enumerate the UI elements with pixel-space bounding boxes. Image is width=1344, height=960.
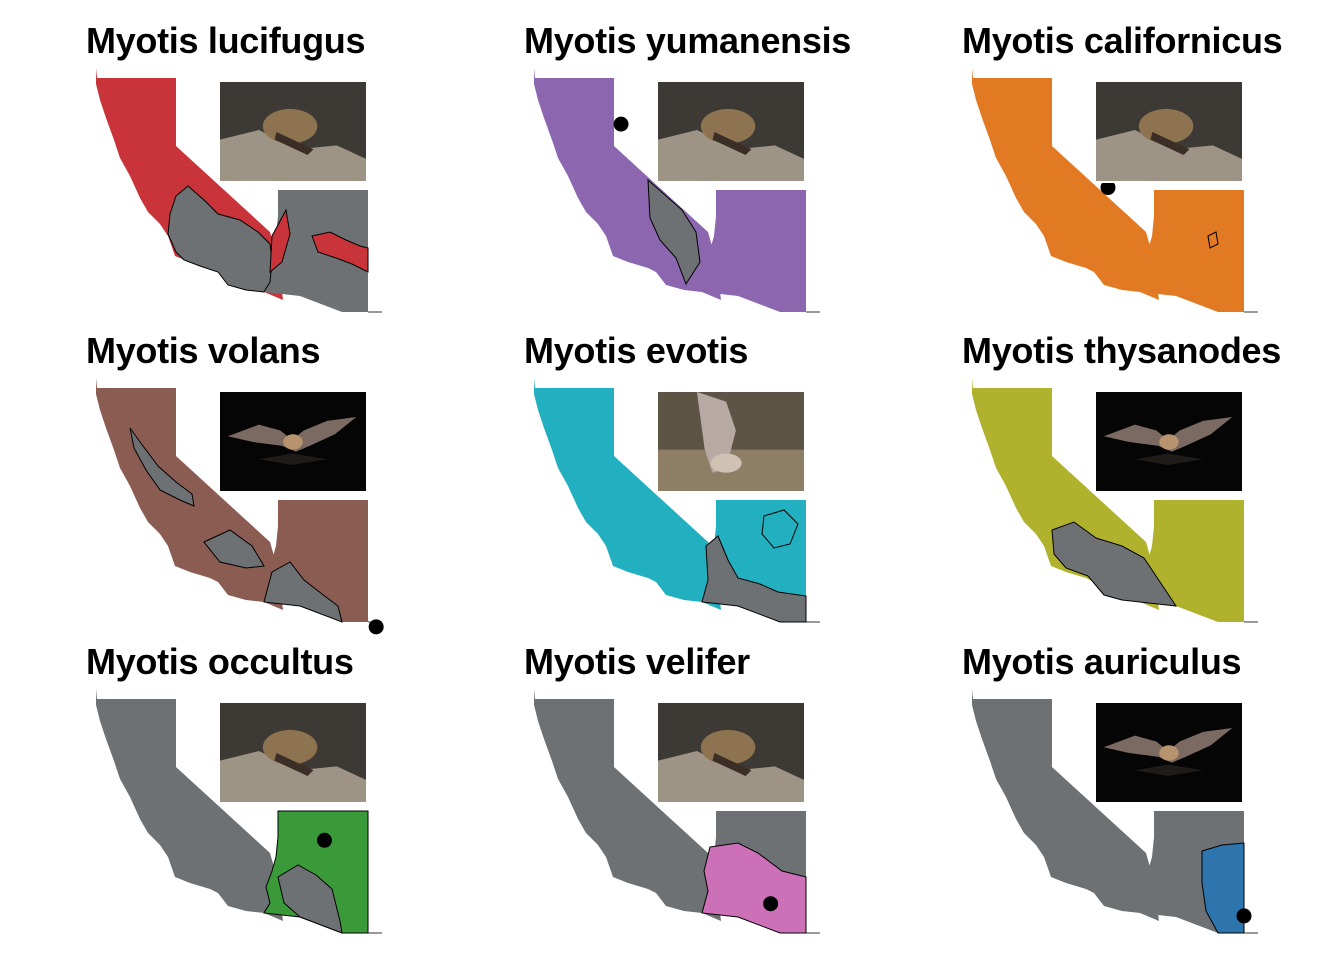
range-patch	[1201, 842, 1245, 934]
species-title: Myotis velifer	[524, 641, 750, 682]
bat-in-flight-photo	[1094, 701, 1244, 804]
range-map	[972, 689, 1258, 934]
range-map	[534, 68, 820, 313]
bat-on-rock-photo	[656, 701, 806, 804]
species-panel-velifer: Myotis velifer	[438, 621, 878, 934]
state-shape	[972, 68, 1159, 300]
state-shape	[264, 190, 368, 312]
range-gap	[1051, 521, 1178, 607]
range-patch	[311, 231, 369, 273]
range-outline	[761, 509, 799, 549]
range-map	[96, 689, 382, 934]
species-panel-californicus: Myotis californicus	[876, 0, 1316, 313]
occurrence-dot	[613, 116, 629, 132]
bat-on-rock-photo	[218, 701, 368, 804]
range-map	[972, 378, 1258, 623]
species-title: Myotis thysanodes	[962, 330, 1281, 371]
state-shape	[1140, 190, 1244, 312]
range-gap	[277, 864, 343, 934]
range-gap	[701, 535, 807, 623]
state-shape	[96, 689, 283, 921]
bat-drinking-photo	[656, 390, 806, 493]
bat-in-flight-photo	[1094, 390, 1244, 493]
species-panel-occultus: Myotis occultus	[0, 621, 440, 934]
species-panel-lucifugus: Myotis lucifugus	[0, 0, 440, 313]
occurrence-dot	[316, 832, 332, 848]
species-panel-evotis: Myotis evotis	[438, 310, 878, 623]
species-title: Myotis volans	[86, 330, 321, 371]
state-shape	[972, 689, 1159, 921]
species-panel-yumanensis: Myotis yumanensis	[438, 0, 878, 313]
species-title: Myotis evotis	[524, 330, 749, 371]
occurrence-dot	[368, 619, 384, 635]
range-gap	[167, 185, 273, 293]
bat-in-flight-photo	[218, 390, 368, 493]
state-shape	[534, 378, 721, 610]
range-outline	[1207, 231, 1219, 249]
occurrence-dot	[763, 896, 779, 912]
bat-on-rock-photo	[218, 80, 368, 183]
species-panel-auriculus: Myotis auriculus	[876, 621, 1316, 934]
state-shape	[534, 689, 721, 921]
bat-on-rock-photo	[1094, 80, 1244, 183]
range-patch	[701, 842, 807, 934]
range-gap	[647, 178, 701, 286]
species-title: Myotis yumanensis	[524, 20, 852, 61]
range-gap	[203, 529, 265, 569]
species-title: Myotis auriculus	[962, 641, 1242, 682]
range-map	[534, 689, 820, 934]
state-shape	[702, 190, 806, 312]
range-gap	[263, 561, 343, 623]
occurrence-dot	[1236, 908, 1252, 924]
species-title: Myotis occultus	[86, 641, 354, 682]
range-map	[972, 68, 1258, 313]
range-map	[96, 378, 384, 635]
species-title: Myotis californicus	[962, 20, 1283, 61]
species-title: Myotis lucifugus	[86, 20, 366, 61]
species-panel-volans: Myotis volans	[0, 310, 440, 635]
species-panel-thysanodes: Myotis thysanodes	[876, 310, 1316, 623]
bat-on-rock-photo	[656, 80, 806, 183]
range-map	[96, 68, 382, 313]
range-patch	[269, 208, 291, 274]
range-gap	[129, 427, 195, 507]
range-map	[534, 378, 820, 623]
occurrence-dot	[1100, 180, 1116, 196]
